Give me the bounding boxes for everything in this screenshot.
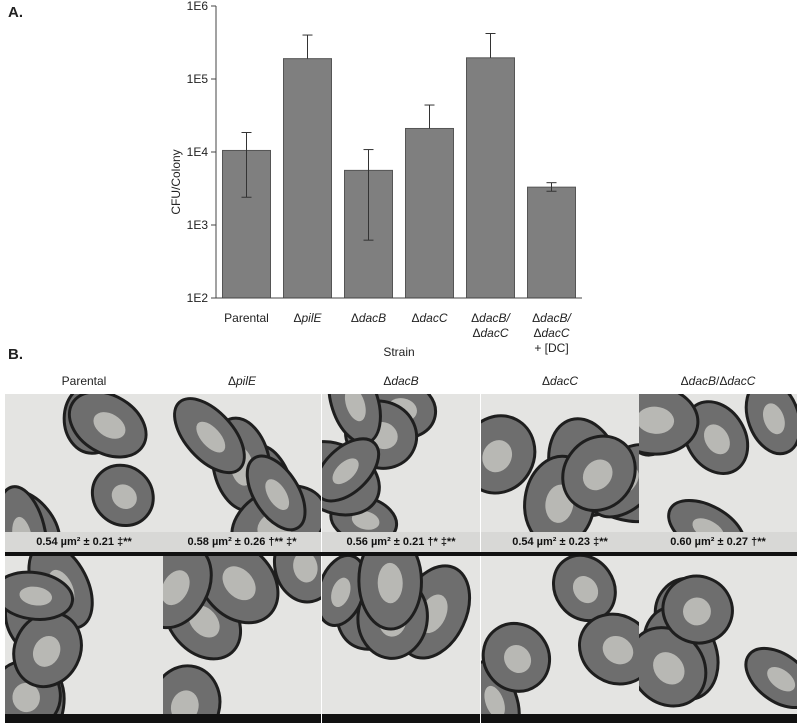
- strain-column-header: ΔdacB: [383, 374, 419, 388]
- cell-shape: [322, 556, 367, 627]
- y-tick-label: 1E6: [187, 0, 209, 13]
- x-category-label-line: ΔdacC: [411, 311, 447, 325]
- cell-shape: [744, 646, 797, 710]
- cell-area-stat: 0.54 µm² ± 0.21 ‡**: [5, 532, 163, 552]
- panel-a-label: A.: [8, 4, 23, 21]
- cell-shape: [682, 400, 750, 475]
- cell-shape: [90, 463, 155, 528]
- cell-shape: [12, 611, 83, 689]
- micrograph-top: [163, 394, 321, 552]
- micrograph-bottom: [5, 556, 163, 714]
- cell-shape: [357, 556, 423, 631]
- x-category-label: ΔdacB/ΔdacC + [DC]: [532, 311, 572, 355]
- cell-area-stat: 0.58 µm² ± 0.26 †** ‡*: [163, 532, 321, 552]
- x-category-label-line: ΔdacC: [472, 326, 508, 340]
- scale-bar-strip: [481, 714, 639, 723]
- micrograph-top: [5, 394, 163, 552]
- micrograph-bottom: [163, 556, 321, 714]
- x-category-label-line: ΔdacB/: [532, 311, 572, 325]
- cell-shape: [5, 570, 75, 621]
- scale-bar-strip: [5, 714, 163, 723]
- cell-shape: [245, 454, 307, 532]
- strain-column-header: Parental: [61, 374, 107, 388]
- cell-shape: [196, 556, 280, 625]
- x-category-label: Parental: [224, 311, 269, 325]
- y-tick-label: 1E2: [187, 291, 209, 305]
- x-category-label-line: ΔdacC: [533, 326, 569, 340]
- x-category-label-line: Parental: [224, 311, 269, 325]
- micrograph-bottom: [322, 556, 480, 714]
- x-category-label-line: ΔdacB/: [471, 311, 511, 325]
- strain-column-header: ΔdacB/ΔdacC: [680, 374, 756, 388]
- bar: [527, 186, 576, 299]
- scale-bar-strip: [163, 714, 321, 723]
- cell-area-stat: 0.56 µm² ± 0.21 †* ‡**: [322, 532, 480, 552]
- cell-shape: [744, 394, 797, 456]
- scale-bar-strip: [322, 714, 480, 723]
- cell-shape: [322, 437, 381, 503]
- cell-shape: [481, 621, 552, 693]
- micrograph-bottom: [639, 556, 797, 714]
- y-tick-label: 1E4: [187, 145, 209, 159]
- x-category-label: ΔdacB/ΔdacC: [471, 311, 511, 340]
- x-category-label: ΔdacB: [351, 311, 386, 325]
- x-category-label: ΔdacC: [411, 311, 447, 325]
- cell-area-stat: 0.60 µm² ± 0.27 †**: [639, 532, 797, 552]
- cell-shape: [163, 664, 222, 714]
- x-category-label: ΔpilE: [293, 311, 322, 325]
- x-axis-label: Strain: [383, 345, 414, 359]
- x-category-label-line: ΔdacB: [351, 311, 386, 325]
- strain-column-header: ΔdacC: [541, 374, 579, 388]
- panel-b-label: B.: [8, 346, 23, 363]
- cell-area-stat: 0.54 µm² ± 0.23 ‡**: [481, 532, 639, 552]
- bar: [466, 57, 515, 299]
- bar: [283, 58, 332, 299]
- bar: [222, 149, 271, 299]
- cell-shape: [273, 556, 321, 604]
- micrograph-top: [322, 394, 480, 552]
- y-tick-label: 1E3: [187, 218, 209, 232]
- micrograph-top: [639, 394, 797, 552]
- cell-shape: [67, 394, 148, 459]
- strain-column-header: ΔpilE: [227, 374, 257, 388]
- cell-shape: [578, 612, 639, 686]
- cell-shape: [163, 556, 213, 630]
- cell-shape: [481, 414, 537, 495]
- micrograph-row-divider: [5, 552, 797, 556]
- cell-shape: [639, 626, 708, 708]
- cell-shape: [561, 434, 637, 512]
- cell-shape: [661, 574, 734, 645]
- y-axis-label: CFU/Colony: [169, 149, 183, 214]
- cell-shape: [173, 397, 246, 475]
- y-tick-label: 1E5: [187, 72, 209, 86]
- x-category-label-line: + [DC]: [534, 341, 568, 355]
- bar: [405, 127, 454, 299]
- micrograph-top: [481, 394, 639, 552]
- cell-shape: [639, 394, 700, 456]
- x-category-label-line: ΔpilE: [293, 311, 322, 325]
- scale-bar-strip: [639, 714, 797, 723]
- micrograph-bottom: [481, 556, 639, 714]
